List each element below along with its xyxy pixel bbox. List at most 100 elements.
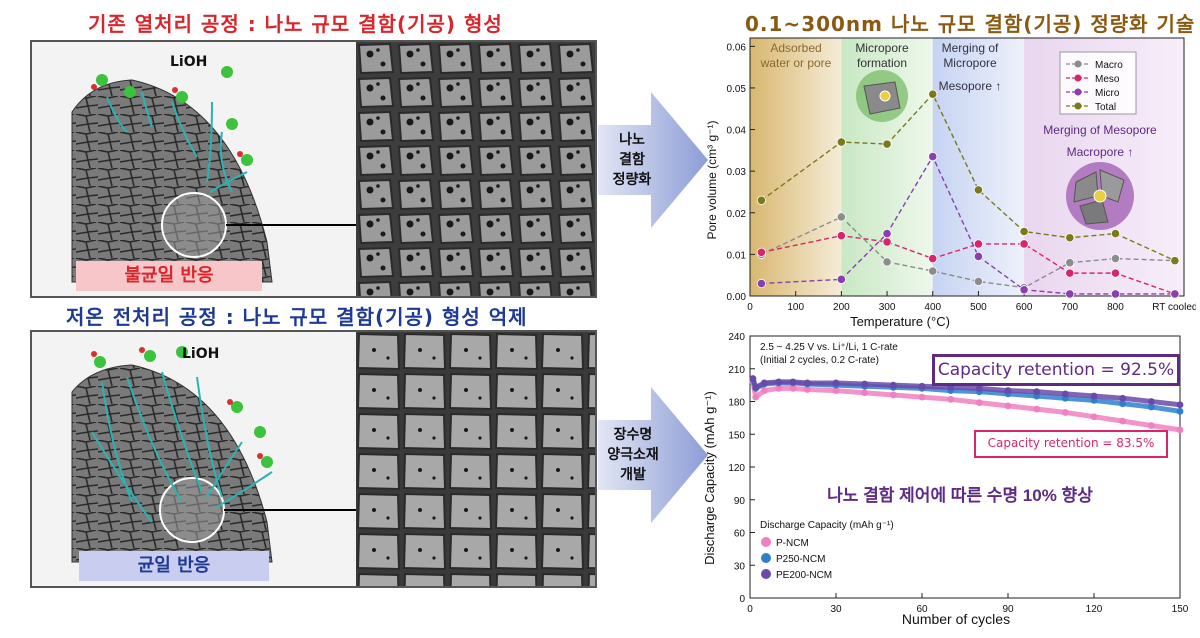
pore-x-tick-label: 800 [1107,302,1124,313]
capacity-y-tick-label: 0 [739,594,745,605]
pore-point-total [928,89,938,99]
retention-low-callout: Capacity retention = 83.5% [974,430,1168,458]
lioh-label-top: LiOH [170,54,208,70]
capacity-point-p250-ncm [1119,400,1127,408]
capacity-point-pe200-ncm [1061,390,1069,398]
pore-point-total [1110,228,1121,239]
capacity-x-tick-label: 0 [747,604,753,615]
pore-x-tick-label: 100 [787,302,804,313]
pore-x-tick-label: 200 [833,302,850,313]
particle-illustration-top [71,66,357,283]
top-section-title: 기존 열처리 공정 : 나노 규모 결함(기공) 형성 [88,12,503,36]
pore-point-micro [882,228,892,239]
capacity-point-pe200-ncm [803,379,811,387]
nonuniform-reaction-badge: 불균일 반응 [76,261,262,291]
capacity-point-p-ncm [918,393,926,401]
capacity-point-p-ncm [1033,405,1041,413]
capacity-point-p-ncm [832,387,840,394]
capacity-point-p-ncm [889,391,897,399]
pore-plot-frame [749,37,1185,297]
particle-illustration-bottom [71,346,357,563]
uniform-reaction-badge: 균일 반응 [79,551,269,581]
pore-point-meso [1019,239,1029,249]
pore-legend-marker [1074,88,1082,96]
pore-point-meso [928,253,938,264]
sem-image-dense [356,332,595,586]
arrow-bottom-line2: 양극소재 [607,447,659,463]
pore-point-micro [1110,289,1121,299]
capacity-point-p-ncm [1119,417,1127,425]
capacity-point-p-ncm [1176,426,1184,434]
capacity-y-axis-label: Discharge Capacity (mAh g⁻¹) [702,391,717,565]
pore-point-meso [836,231,846,241]
capacity-point-pe200-ncm [975,385,983,392]
pore-series [756,89,1180,299]
capacity-point-p250-ncm [1176,407,1184,415]
capacity-point-pe200-ncm [775,378,783,386]
pore-point-total [1019,226,1029,237]
pore-point-micro [1170,289,1180,299]
capacity-legend-title: Discharge Capacity (mAh g⁻¹) [760,520,894,531]
pore-line-total [761,92,1176,262]
pore-point-macro [928,266,938,276]
arrow-long-life [598,387,708,523]
capacity-x-axis-label: Number of cycles [902,611,1010,627]
pore-y-tick-label: 0.04 [727,126,747,137]
right-section-title: 0.1~300nm 나노 규모 결함(기공) 정량화 기술 [745,12,1196,36]
capacity-point-p-ncm [861,389,869,397]
pore-legend-label: Meso [1095,74,1120,85]
pore-point-total [756,195,767,205]
arrow-top-line1: 나노 [619,132,645,148]
capacity-point-pe200-ncm [1090,392,1098,400]
capacity-point-pe200-ncm [832,379,840,387]
capacity-legend-marker [761,569,771,579]
pore-point-total [1065,233,1075,243]
pore-point-meso [1110,268,1121,278]
pore-y-tick-label: 0.06 [727,42,747,53]
region4-label-line1: Merging of Mesopore [1043,123,1157,137]
capacity-y-tick-label: 210 [728,365,745,376]
pore-point-macro [1065,258,1075,268]
pore-point-meso [756,247,767,257]
pore-point-micro [928,151,938,162]
capacity-point-pe200-ncm [918,382,926,390]
region1-label-line1: Adsorbed [770,41,821,55]
pore-legend-label: Macro [1095,60,1123,71]
capacity-point-p-ncm [803,386,811,393]
bottom-process-panel: LiOH 균일 반응 [30,330,597,588]
region1-label-line2: water or pore [760,56,832,70]
pore-volume-chart: 0.00 0.01 0.02 0.03 0.04 0.05 0.06 0 100 200 300 40… [705,37,1196,329]
capacity-y-tick-label: 240 [728,332,745,343]
capacity-point-p-ncm [1061,409,1069,416]
pore-point-meso [1065,268,1075,278]
bottom-section-title: 저온 전처리 공정 : 나노 규모 결함(기공) 형성 억제 [66,305,528,329]
capacity-tick-labels: 0 30 60 90 120 150 180 210 240 0 30 60 90 120 150 [728,332,1188,615]
cycling-conditions-line1: 2.5 ~ 4.25 V vs. Li⁺/Li, 1 C-rate [760,342,898,353]
pore-x-axis-label: Temperature (°C) [850,314,950,329]
capacity-x-tick-label: 90 [1002,604,1014,615]
cycling-conditions-line2: (Initial 2 cycles, 0.2 C-rate) [760,355,879,366]
sem-porous-texture [356,42,595,296]
capacity-legend-marker [761,553,771,563]
capacity-point-p250-ncm [1147,403,1155,411]
capacity-point-pe200-ncm [749,375,757,382]
pore-point-micro [1065,289,1075,299]
arrow-quantification [598,92,708,228]
region4-label-line2: Macropore ↑ [1067,145,1134,159]
pore-x-tick-label: RT cooled [1152,302,1196,313]
capacity-y-tick-label: 30 [734,561,746,572]
capacity-point-pe200-ncm [889,381,897,389]
capacity-point-pe200-ncm [1176,401,1184,409]
pore-x-tick-label: 700 [1061,302,1078,313]
pore-point-total [836,137,846,147]
pore-y-tick-label: 0.02 [727,209,747,220]
pore-legend-marker [1074,74,1082,82]
capacity-y-tick-label: 90 [734,496,746,507]
sem-dense-texture [356,332,595,586]
pore-x-tick-label: 0 [747,302,753,313]
capacity-x-tick-label: 30 [830,604,842,615]
capacity-legend: P-NCM P250-NCM PE200-NCM [761,537,832,581]
pore-point-meso [882,237,892,247]
micropore-icon [856,70,908,122]
pore-y-tick-label: 0.01 [727,250,747,261]
